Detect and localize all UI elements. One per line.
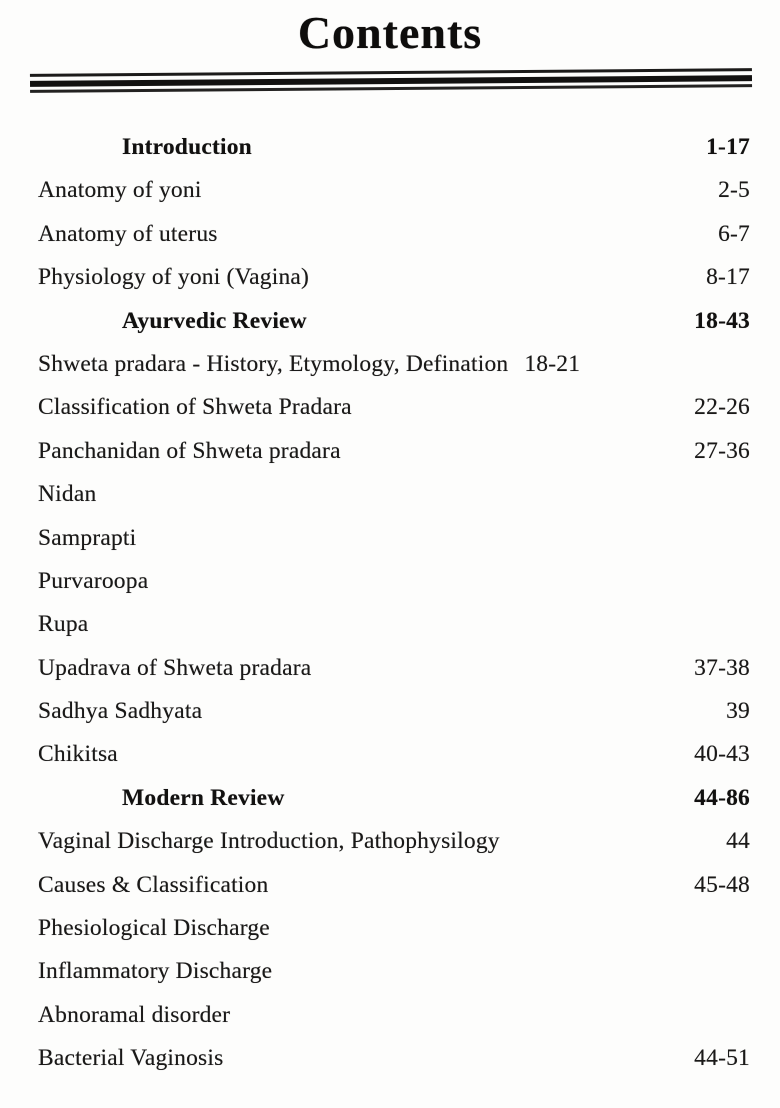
- toc-entry-page-range: 40-43: [694, 741, 750, 768]
- toc-entry-label: Shweta pradara - History, Etymology, Def…: [38, 350, 509, 377]
- toc-entry-label: Classification of Shweta Pradara: [38, 394, 352, 421]
- toc-entry-page-range: 8-17: [706, 264, 750, 291]
- page-title: Contents: [297, 7, 483, 58]
- toc-entry-row: Inflammatory Discharge: [38, 958, 750, 1001]
- toc-entry-page-range: 39: [726, 698, 750, 725]
- toc-entry-page-range: 18-43: [694, 307, 750, 334]
- toc-entry-label: Rupa: [38, 611, 89, 638]
- toc-section-heading-row: Modern Review 44-86: [38, 785, 750, 828]
- toc-section-heading-row: Ayurvedic Review 18-43: [38, 308, 750, 351]
- toc-entry-page-range: 6-7: [718, 220, 750, 247]
- toc-entry-page-range: 22-26: [694, 394, 750, 421]
- toc-entry-row: Chikitsa 40-43: [38, 741, 750, 784]
- toc-entry-label: Phesiological Discharge: [38, 915, 270, 942]
- toc-entry-label: Vaginal Discharge Introduction, Pathophy…: [38, 828, 500, 855]
- toc-entry-page-range: 2-5: [718, 177, 750, 204]
- toc-entry-page-range: 45-48: [694, 871, 750, 898]
- toc-entry-row: Upadrava of Shweta pradara 37-38: [38, 655, 750, 698]
- toc-entry-row: Panchanidan of Shweta pradara 27-36: [38, 438, 750, 481]
- toc-entry-label: Anatomy of uterus: [38, 220, 218, 247]
- toc-entry-label: Physiology of yoni (Vagina): [38, 264, 310, 291]
- toc-entry-label: Nidan: [38, 481, 97, 508]
- toc-entry-row: Abnoramal disorder: [38, 1002, 750, 1045]
- toc-entry-row: Purvaroopa: [38, 568, 750, 611]
- toc-entry-row: Samprapti: [38, 525, 750, 568]
- toc-entry-page-range: 37-38: [694, 654, 750, 681]
- toc-entry-page-range: 18-21: [524, 350, 581, 377]
- toc-entry-row: Bacterial Vaginosis 44-51: [38, 1045, 750, 1088]
- toc-entry-page-range: 44-51: [694, 1045, 750, 1072]
- toc-section-heading-label: Introduction: [122, 134, 252, 160]
- toc-section-heading-label: Ayurvedic Review: [122, 307, 307, 334]
- toc-entry-row: Nidan: [38, 481, 750, 524]
- toc-entry-label: Panchanidan of Shweta pradara: [38, 437, 341, 464]
- toc-entry-page-range: 1-17: [706, 134, 750, 160]
- toc-entry-label: Inflammatory Discharge: [38, 958, 273, 985]
- toc-entry-row: Sadhya Sadhyata 39: [38, 698, 750, 741]
- toc-entry-page-range: 27-36: [694, 437, 750, 464]
- toc-entry-row: Anatomy of uterus 6-7: [38, 221, 750, 264]
- toc-entry-row: Causes & Classification 45-48: [38, 872, 750, 915]
- toc-entry-row: Rupa: [38, 611, 750, 654]
- toc-entry-row: Vaginal Discharge Introduction, Pathophy…: [38, 828, 750, 871]
- toc-entry-row: Classification of Shweta Pradara 22-26: [38, 394, 750, 437]
- toc-entry-label: Causes & Classification: [38, 871, 269, 898]
- toc-entry-label: Samprapti: [38, 524, 137, 551]
- toc-entry-label: Upadrava of Shweta pradara: [38, 654, 312, 681]
- toc-section-heading-row: Introduction 1-17: [38, 134, 750, 177]
- toc-section-heading-label: Modern Review: [122, 784, 285, 811]
- table-of-contents: Introduction 1-17 Anatomy of yoni 2-5 Anatom…: [0, 134, 780, 1089]
- toc-entry-label: Chikitsa: [38, 741, 118, 768]
- toc-entry-page-range: 44-86: [694, 784, 750, 811]
- toc-entry-row: Anatomy of yoni 2-5: [38, 177, 750, 220]
- title-divider-rule: [29, 68, 753, 93]
- toc-entry-label: Purvaroopa: [38, 567, 149, 594]
- toc-entry-label: Bacterial Vaginosis: [38, 1045, 224, 1072]
- toc-entry-label: Sadhya Sadhyata: [38, 698, 203, 725]
- toc-entry-page-range: 44: [726, 828, 750, 855]
- toc-entry-row: Shweta pradara - History, Etymology, Def…: [38, 351, 750, 394]
- toc-entry-label: Anatomy of yoni: [38, 177, 202, 204]
- toc-entry-row: Physiology of yoni (Vagina) 8-17: [38, 264, 750, 307]
- toc-entry-label: Abnoramal disorder: [38, 1001, 231, 1028]
- toc-entry-row: Phesiological Discharge: [38, 915, 750, 958]
